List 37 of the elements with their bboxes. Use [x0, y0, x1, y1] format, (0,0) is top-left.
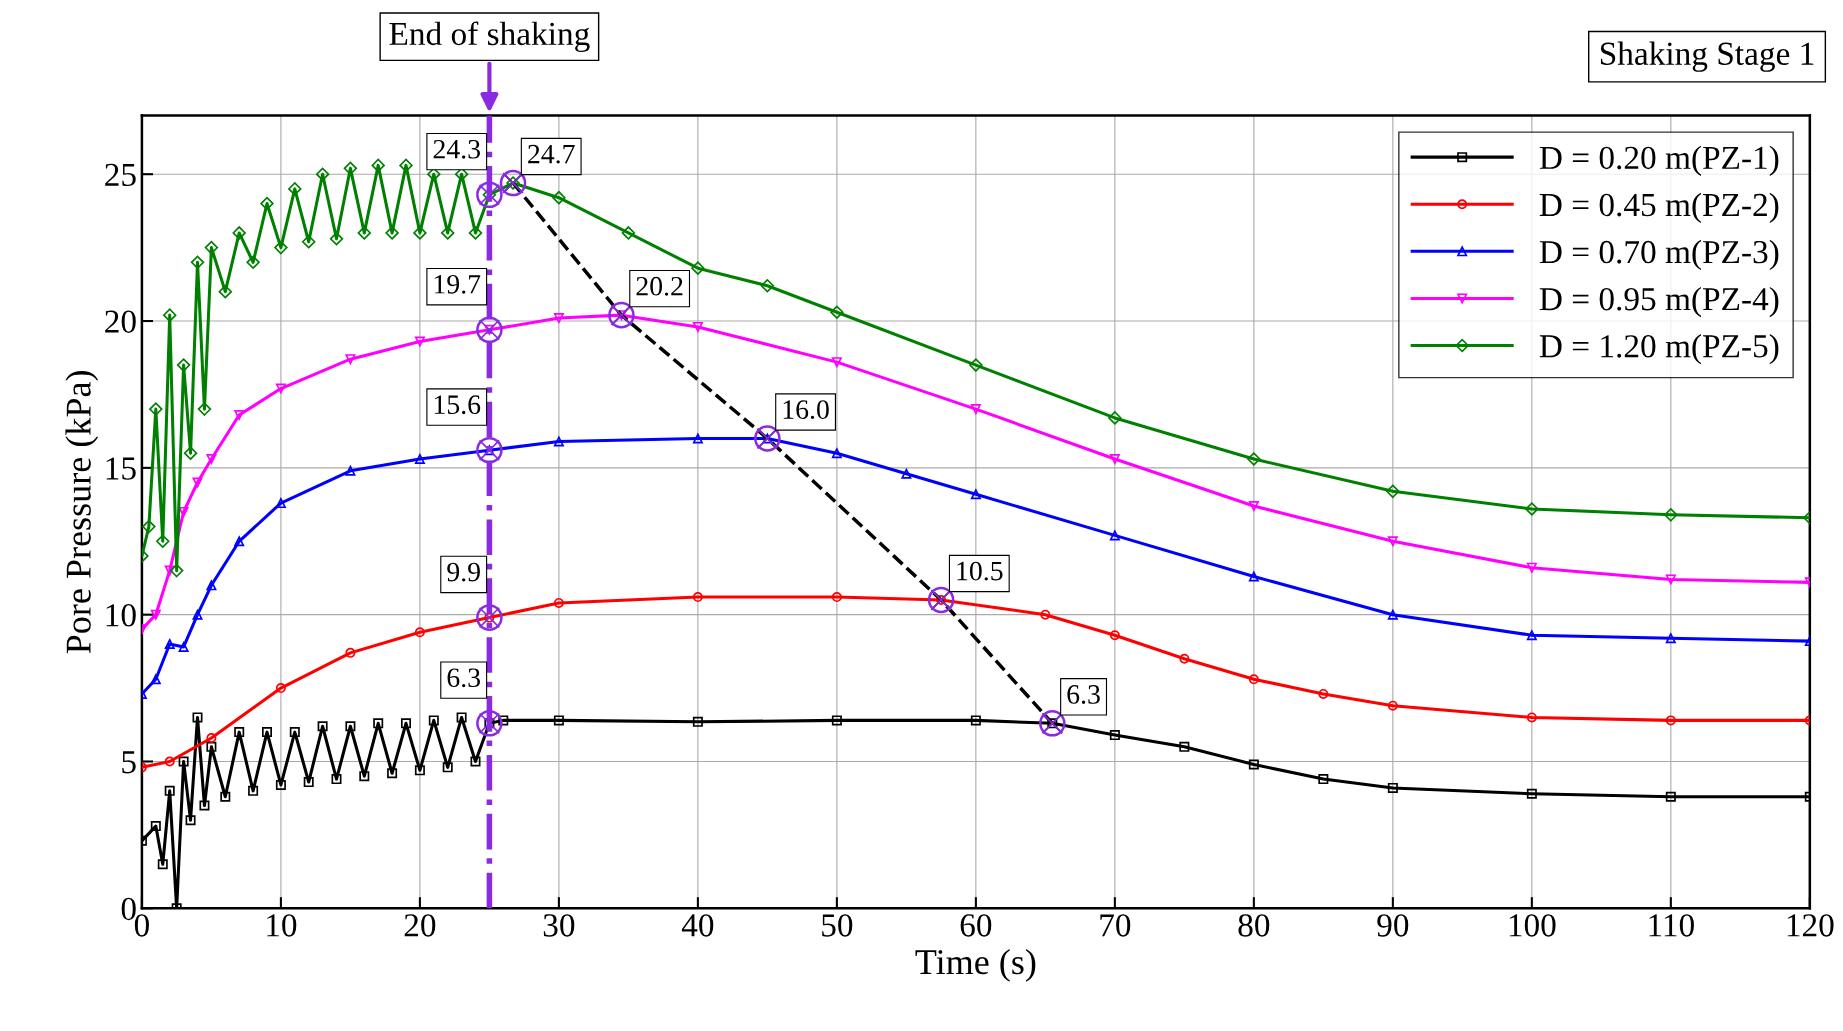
annotation: 9.9 — [447, 562, 480, 582]
legend-label: D = 0.20 m(PZ-1) — [1539, 145, 1779, 176]
x-tick-label: 60 — [960, 914, 992, 937]
x-tick-label: 10 — [267, 914, 297, 937]
text: Shaking Stage 1 — [1600, 41, 1814, 72]
legend-label: D = 0.70 m(PZ-3) — [1539, 239, 1779, 271]
x-tick-label: 90 — [1377, 914, 1409, 937]
y-axis-title: Pore Pressure (kPa) — [65, 371, 99, 654]
x-tick-label: 30 — [543, 914, 575, 937]
annotation: 16.0 — [783, 400, 829, 420]
legend-label: D = 0.95 m(PZ-4) — [1539, 286, 1779, 318]
x-axis-title: Time (s) — [915, 948, 1036, 982]
annotation: 24.3 — [433, 139, 480, 159]
y-tick-label: 5 — [122, 751, 136, 774]
y-tick-label: 25 — [105, 163, 136, 187]
x-tick-label: 120 — [1787, 914, 1834, 937]
annotation: 10.5 — [957, 561, 1003, 581]
annotation: 6.3 — [1067, 685, 1100, 704]
annotation: 20.2 — [636, 276, 683, 296]
x-tick-label: 110 — [1649, 914, 1694, 937]
y-tick-label: 20 — [105, 310, 136, 333]
y-tick-label: 10 — [106, 604, 136, 627]
legend-label: D = 1.20 m(PZ-5) — [1539, 334, 1779, 365]
annotation: 24.7 — [528, 144, 575, 164]
x-tick-label: 40 — [681, 914, 714, 937]
annotation: 15.6 — [434, 395, 481, 415]
x-tick-label: 20 — [404, 914, 436, 937]
annotation: 6.3 — [447, 668, 480, 688]
x-tick-label: 50 — [822, 914, 853, 937]
x-tick-label: 100 — [1509, 914, 1556, 937]
y-tick-label: 15 — [106, 457, 136, 480]
x-tick-label: 70 — [1100, 914, 1131, 937]
x-tick-label: 80 — [1238, 914, 1270, 937]
y-tick-label: 0 — [121, 897, 136, 921]
annotation: 19.7 — [434, 274, 481, 294]
legend-label: D = 0.45 m(PZ-2) — [1539, 192, 1779, 223]
ref-line-label: End of shaking — [389, 21, 590, 53]
